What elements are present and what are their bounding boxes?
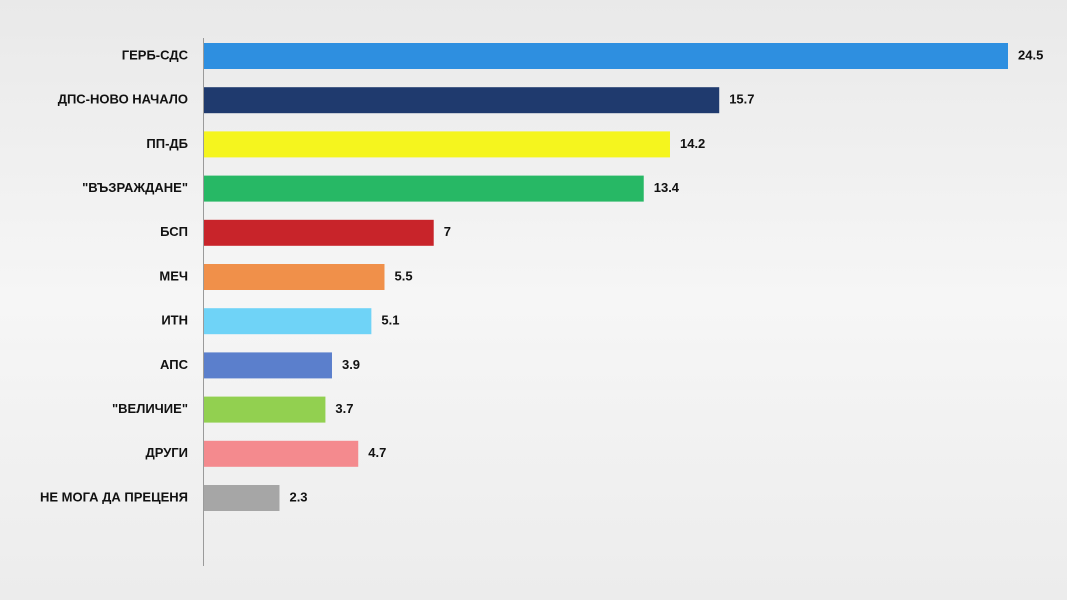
bar — [204, 219, 434, 246]
category-label: ПП-ДБ — [146, 136, 188, 151]
category-label: "ВЪЗРАЖДАНЕ" — [82, 180, 188, 195]
category-label: "ВЕЛИЧИЕ" — [112, 401, 188, 416]
value-label: 15.7 — [729, 92, 754, 107]
value-label: 3.7 — [335, 401, 353, 416]
bar — [204, 352, 332, 379]
bar — [204, 87, 720, 114]
bar — [204, 43, 1008, 69]
bar — [204, 264, 385, 290]
value-label: 13.4 — [654, 180, 680, 195]
value-label: 2.3 — [289, 489, 307, 504]
value-label: 5.1 — [381, 313, 399, 328]
bar — [204, 485, 280, 511]
category-label: ГЕРБ-СДС — [122, 47, 189, 62]
value-label: 14.2 — [680, 136, 705, 151]
value-label: 4.7 — [368, 445, 386, 460]
category-label: ИТН — [161, 313, 188, 328]
value-label: 5.5 — [394, 268, 412, 283]
value-label: 3.9 — [342, 357, 360, 372]
bar — [204, 175, 644, 202]
category-label: НЕ МОГА ДА ПРЕЦЕНЯ — [40, 489, 188, 504]
category-label: ДПС-НОВО НАЧАЛО — [58, 92, 188, 107]
bar — [204, 440, 359, 467]
category-label: БСП — [160, 224, 188, 239]
bar — [204, 131, 670, 158]
category-label: МЕЧ — [159, 268, 188, 283]
bar — [204, 396, 326, 423]
value-label: 24.5 — [1018, 47, 1043, 62]
value-label: 7 — [444, 224, 451, 239]
category-label: ДРУГИ — [145, 445, 188, 460]
category-label: АПС — [160, 357, 189, 372]
bar — [204, 308, 372, 335]
